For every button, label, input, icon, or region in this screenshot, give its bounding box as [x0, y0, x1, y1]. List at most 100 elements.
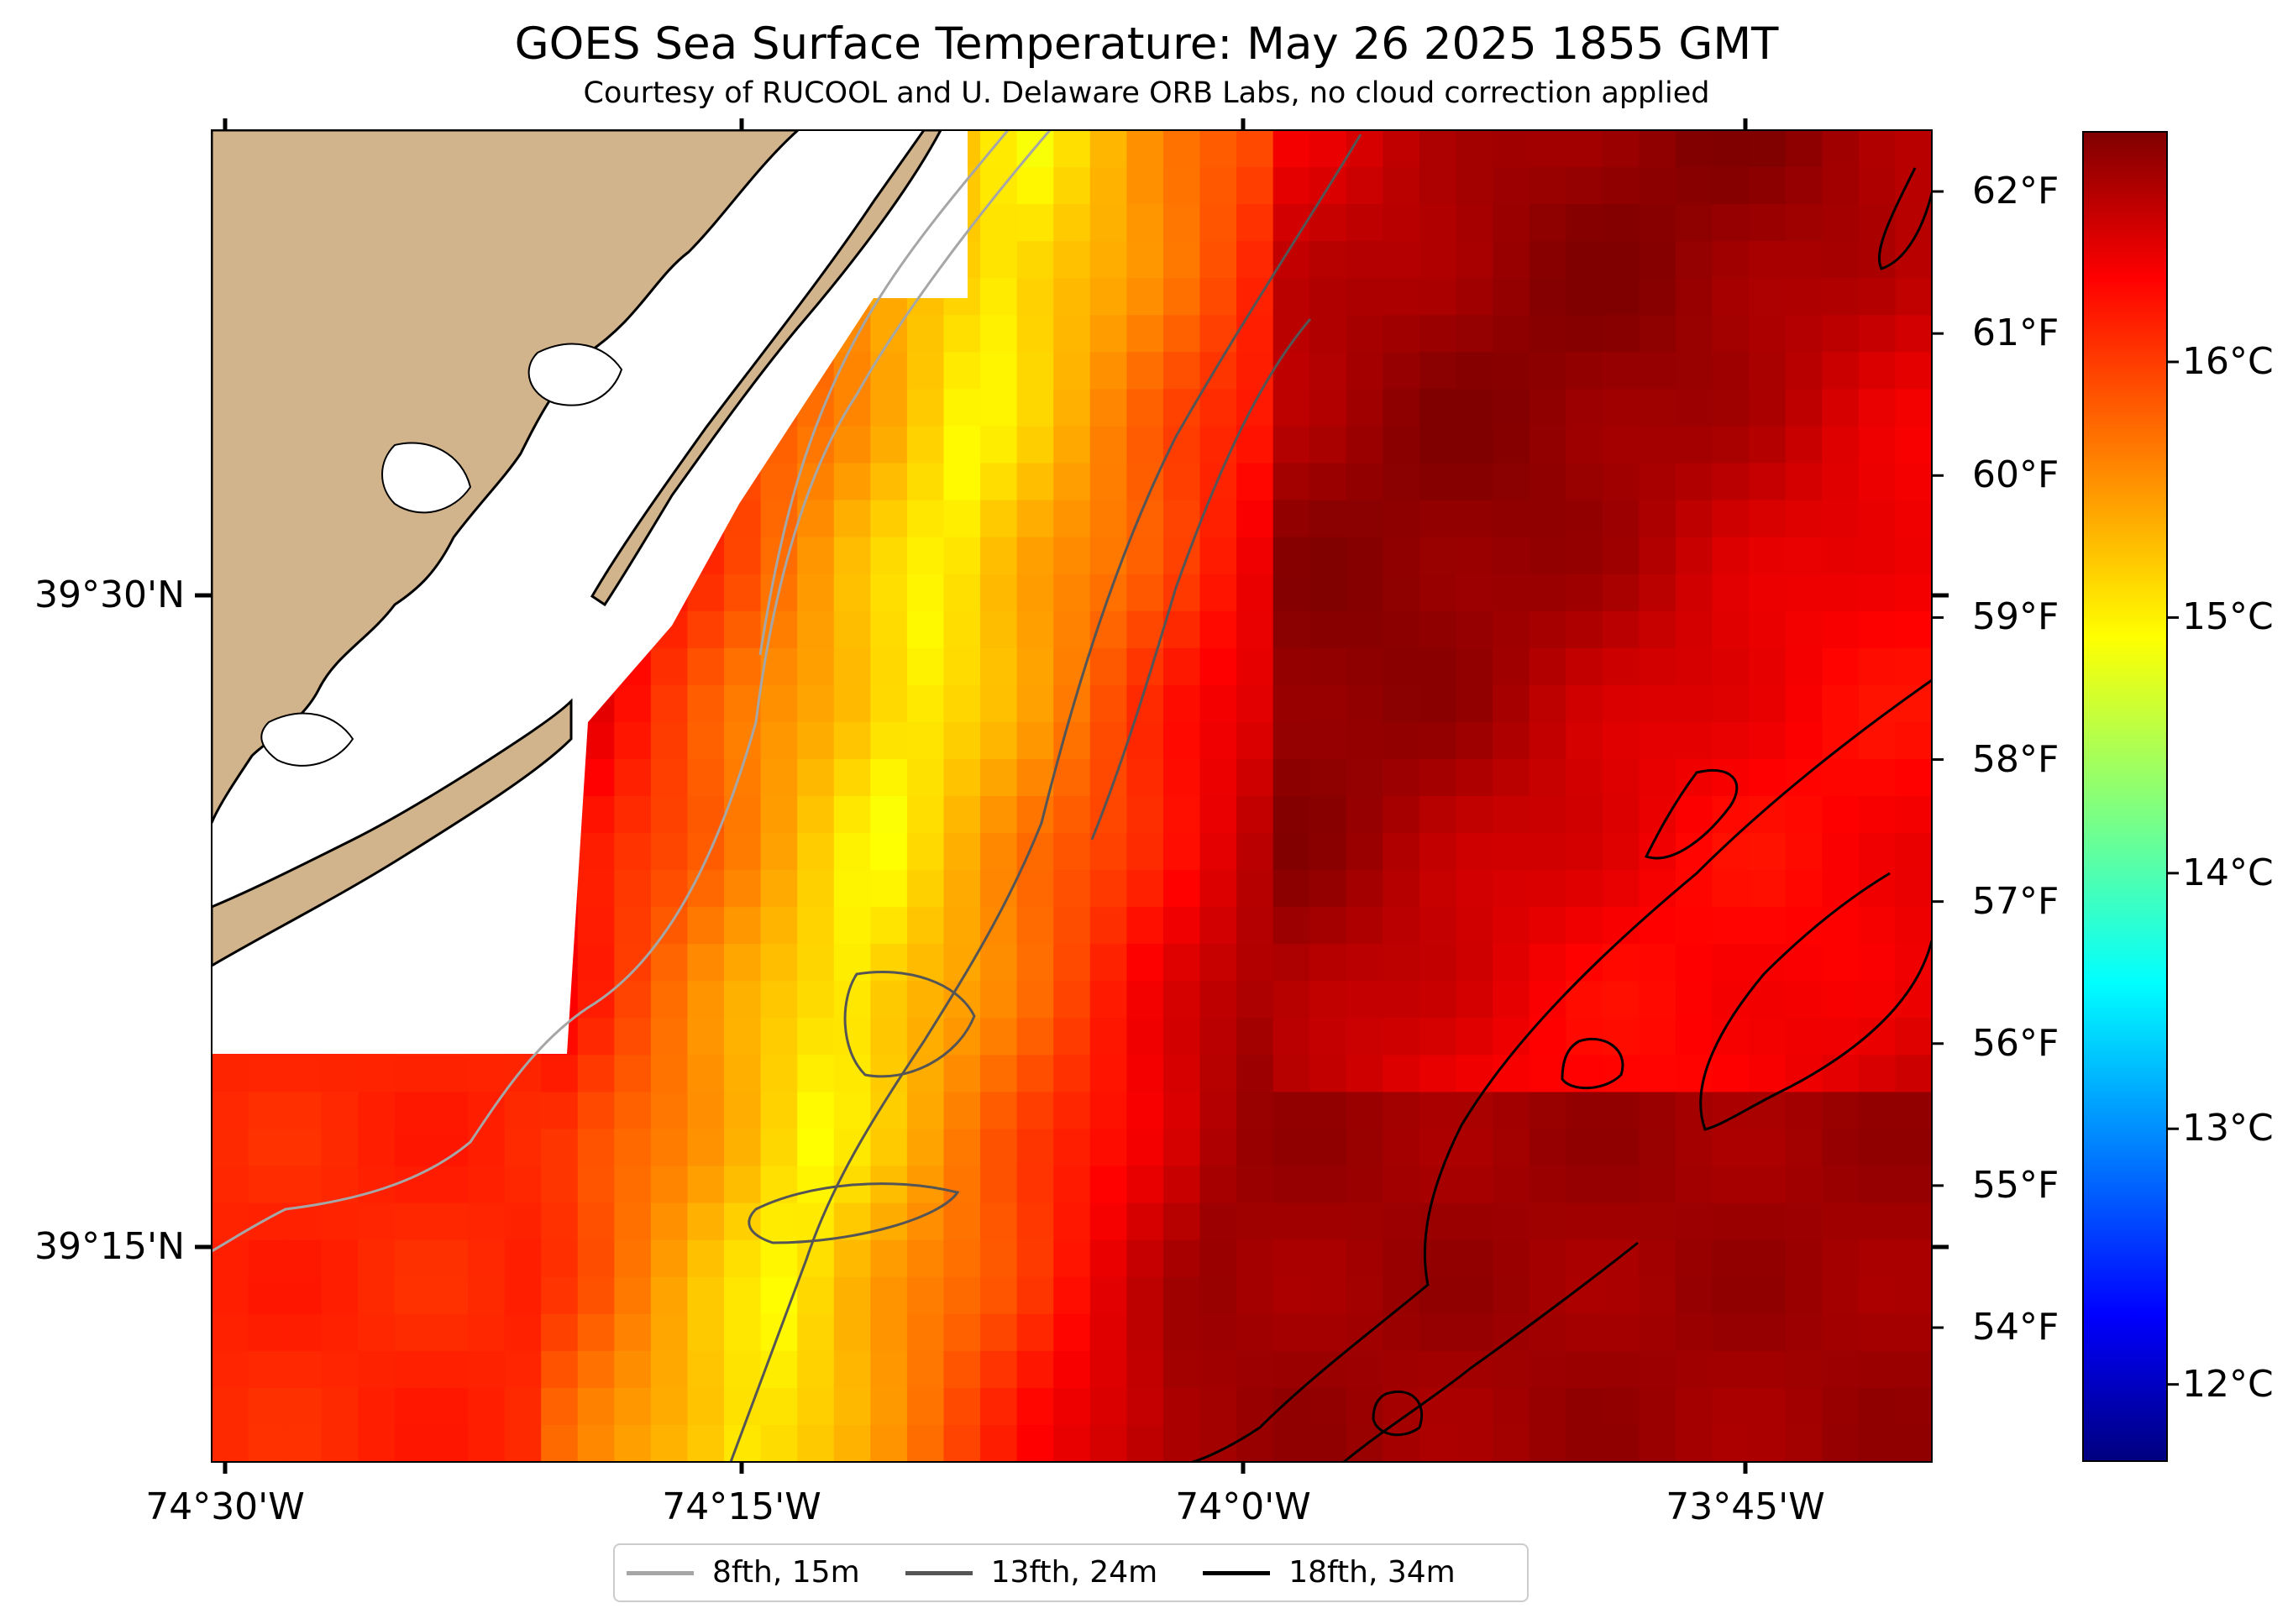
sst-cell: [1419, 426, 1457, 464]
sst-cell: [1822, 833, 1860, 871]
sst-cell: [1199, 1313, 1237, 1352]
sst-cell: [833, 907, 871, 945]
sst-cell: [906, 758, 945, 797]
sst-cell: [1785, 1350, 1823, 1389]
sst-cell: [321, 1350, 359, 1389]
sst-cell: [1236, 610, 1274, 649]
sst-cell: [1346, 278, 1383, 316]
sst-cell: [1785, 1202, 1823, 1241]
sst-cell: [1456, 796, 1493, 834]
sst-cell: [870, 574, 908, 612]
sst-cell: [1236, 315, 1274, 353]
sst-cell: [1712, 574, 1750, 612]
sst-cell: [870, 500, 908, 538]
sst-cell: [724, 1350, 762, 1389]
sst-cell: [1639, 1055, 1676, 1093]
sst-cell: [1016, 796, 1054, 834]
sst-cell: [1126, 241, 1164, 279]
sst-cell: [1126, 537, 1164, 575]
sst-cell: [1639, 684, 1676, 723]
sst-cell: [1346, 1202, 1383, 1241]
sst-cell: [1785, 537, 1823, 575]
sst-cell: [1602, 1202, 1640, 1241]
sst-cell: [1602, 463, 1640, 501]
sst-cell: [1895, 1387, 1932, 1426]
sst-cell: [1895, 1129, 1932, 1167]
sst-cell: [1602, 574, 1640, 612]
sst-cell: [1639, 426, 1676, 464]
sst-cell: [1895, 315, 1932, 353]
sst-cell: [285, 1313, 323, 1352]
sst-cell: [577, 1129, 615, 1167]
sst-cell: [1199, 870, 1237, 908]
sst-cell: [358, 1202, 396, 1241]
sst-cell: [1822, 241, 1860, 279]
sst-cell: [980, 1313, 1018, 1352]
sst-cell: [614, 1055, 652, 1093]
sst-cell: [1309, 870, 1347, 908]
sst-cell: [1493, 907, 1530, 945]
sst-cell: [1529, 574, 1566, 612]
sst-cell: [1529, 352, 1566, 390]
sst-cell: [1749, 574, 1787, 612]
sst-cell: [541, 1276, 579, 1315]
sst-cell: [1749, 907, 1787, 945]
sst-cell: [1346, 758, 1383, 797]
sst-cell: [1162, 1239, 1201, 1278]
sst-cell: [394, 1387, 433, 1426]
sst-cell: [1822, 1424, 1860, 1462]
sst-cell: [1566, 833, 1603, 871]
sst-cell: [614, 1018, 652, 1056]
sst-cell: [943, 1092, 981, 1130]
sst-cell: [358, 1239, 396, 1278]
sst-cell: [1858, 167, 1897, 205]
sst-cell: [1089, 944, 1127, 982]
sst-cell: [1785, 204, 1823, 242]
sst-cell: [1712, 389, 1750, 427]
sst-cell: [1712, 1350, 1750, 1389]
sst-cell: [1749, 870, 1787, 908]
sst-cell: [650, 1202, 689, 1241]
sst-cell: [1199, 610, 1237, 649]
sst-cell: [1162, 315, 1201, 353]
sst-cell: [687, 758, 725, 797]
sst-cell: [1785, 1276, 1823, 1315]
sst-cell: [1639, 315, 1676, 353]
sst-cell: [1529, 1092, 1566, 1130]
sst-cell: [1272, 1129, 1310, 1167]
sst-cell: [1236, 204, 1274, 242]
legend-label: 8fth, 15m: [712, 1555, 860, 1590]
sst-cell: [760, 981, 798, 1019]
sst-cell: [906, 981, 945, 1019]
sst-cell: [797, 721, 835, 760]
sst-cell: [1858, 1092, 1897, 1130]
sst-cell: [1419, 796, 1457, 834]
sst-cell: [870, 647, 908, 686]
sst-cell: [248, 1239, 286, 1278]
sst-cell: [1236, 1166, 1274, 1204]
sst-cell: [1126, 1129, 1164, 1167]
sst-cell: [760, 684, 798, 723]
sst-cell: [1199, 796, 1237, 834]
sst-cell: [1053, 463, 1091, 501]
sst-cell: [1749, 1166, 1787, 1204]
sst-cell: [1712, 610, 1750, 649]
sst-cell: [1162, 1055, 1201, 1093]
sst-cell: [1456, 352, 1493, 390]
sst-cell: [1126, 1276, 1164, 1315]
sst-cell: [1272, 1239, 1310, 1278]
sst-cell: [1383, 721, 1420, 760]
sst-cell: [1272, 944, 1310, 982]
sst-cell: [1419, 1092, 1457, 1130]
sst-cell: [1199, 833, 1237, 871]
sst-cell: [1895, 758, 1932, 797]
sst-cell: [468, 1424, 506, 1462]
sst-cell: [870, 907, 908, 945]
sst-cell: [1822, 204, 1860, 242]
latitude-label: 39°30'N: [34, 574, 185, 616]
sst-cell: [1162, 833, 1201, 871]
latitude-label: 39°15'N: [34, 1225, 185, 1268]
sst-cell: [1785, 241, 1823, 279]
sst-cell: [1126, 130, 1164, 168]
sst-cell: [1272, 278, 1310, 316]
